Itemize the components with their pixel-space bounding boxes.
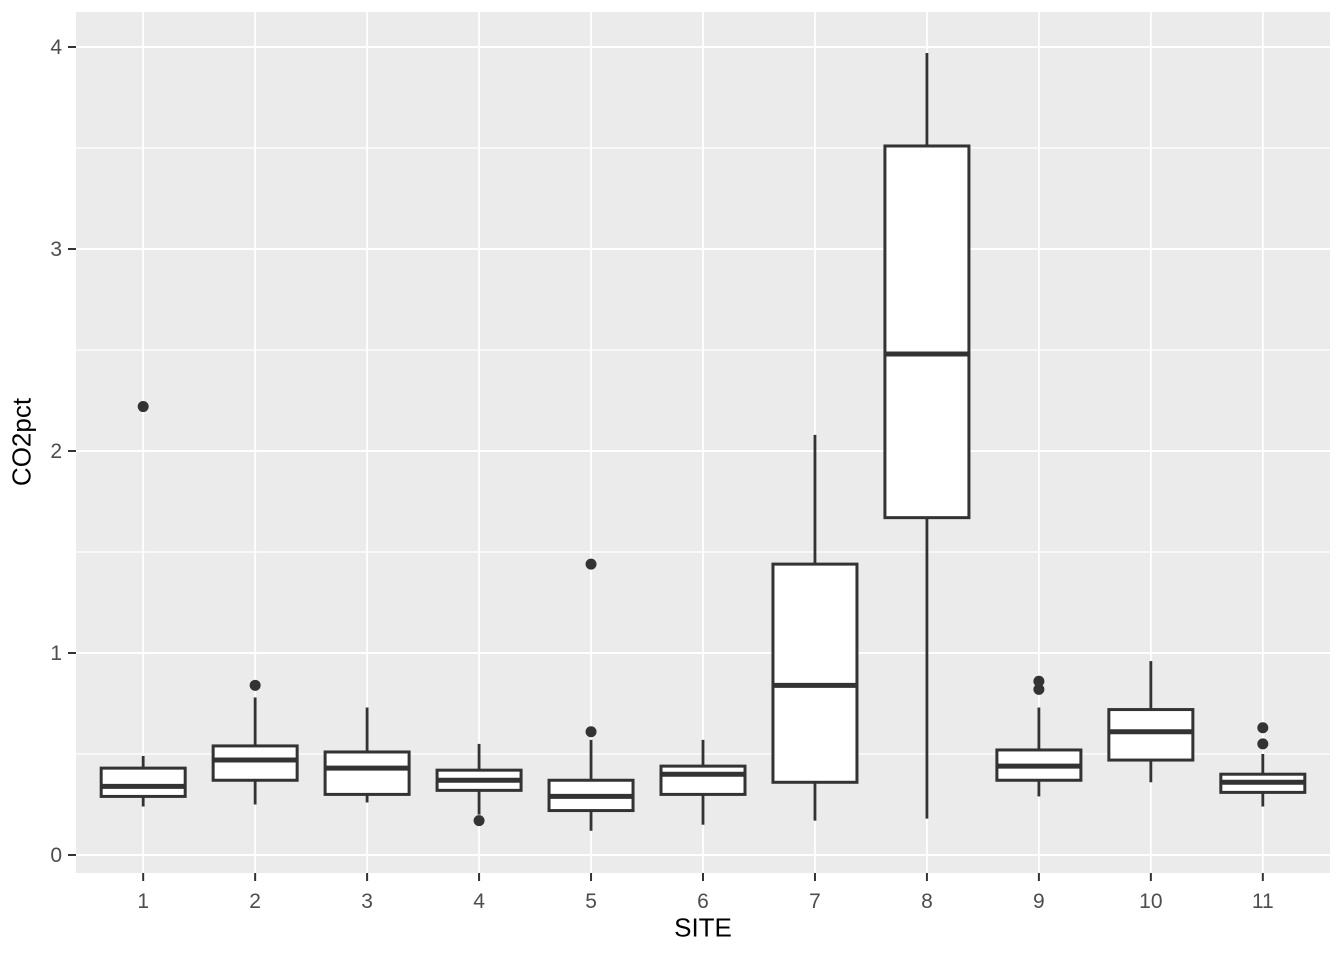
y-tick-label: 2 bbox=[50, 440, 62, 463]
x-tick-label: 8 bbox=[921, 890, 933, 913]
outlier-dot-site-1 bbox=[137, 401, 149, 413]
x-tick-label: 11 bbox=[1252, 890, 1274, 913]
x-tick-label: 5 bbox=[585, 890, 597, 913]
outlier-dot-site-5 bbox=[585, 558, 597, 570]
box-site-10 bbox=[1107, 708, 1195, 762]
box-site-1 bbox=[99, 766, 187, 798]
x-tick-label: 10 bbox=[1139, 890, 1162, 913]
x-tick-label: 9 bbox=[1033, 890, 1045, 913]
outlier-dot-site-11 bbox=[1257, 722, 1269, 734]
outlier-dot-site-5 bbox=[585, 726, 597, 738]
y-tick-label: 1 bbox=[50, 642, 62, 665]
box-site-8 bbox=[883, 144, 971, 520]
x-tick-label: 3 bbox=[361, 890, 373, 913]
box-site-2 bbox=[211, 744, 299, 782]
box-site-3 bbox=[323, 750, 411, 796]
x-tick-label: 1 bbox=[137, 890, 149, 913]
box-site-7 bbox=[771, 562, 859, 784]
outlier-dot-site-2 bbox=[249, 679, 261, 691]
x-tick-label: 6 bbox=[697, 890, 709, 913]
outlier-dot-site-9 bbox=[1033, 683, 1045, 695]
outlier-dot-site-4 bbox=[473, 815, 485, 827]
x-axis-title: SITE bbox=[674, 912, 732, 943]
y-tick-label: 0 bbox=[50, 844, 62, 867]
y-tick-label: 4 bbox=[50, 36, 62, 59]
box-site-6 bbox=[659, 764, 747, 796]
x-tick-label: 2 bbox=[249, 890, 261, 913]
y-axis-title: CO2pct bbox=[6, 397, 37, 487]
y-tick-label: 3 bbox=[50, 238, 62, 261]
outlier-dot-site-11 bbox=[1257, 738, 1269, 750]
x-tick-label: 7 bbox=[809, 890, 821, 913]
outlier-dot-site-9 bbox=[1033, 675, 1045, 687]
x-tick-label: 4 bbox=[473, 890, 485, 913]
